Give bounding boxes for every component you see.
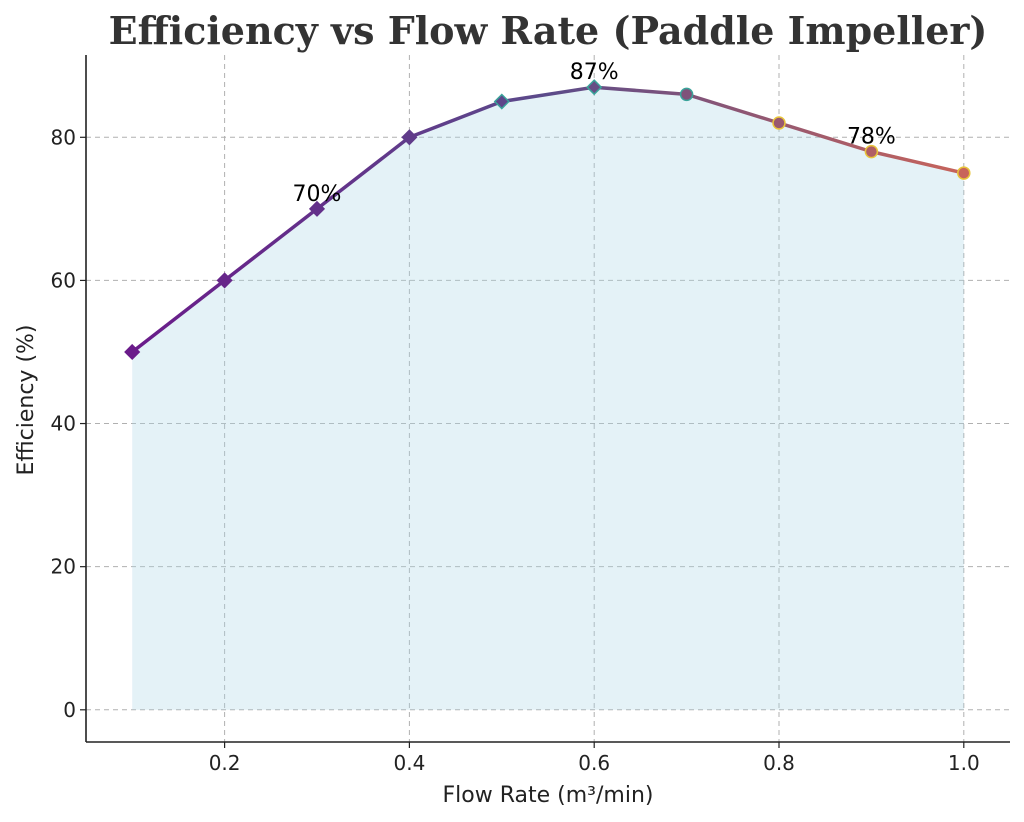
- data-point-marker: [124, 343, 141, 361]
- data-point-marker: [216, 272, 233, 289]
- data-label: 78%: [847, 125, 896, 150]
- chart-title: Efficiency vs Flow Rate (Paddle Impeller…: [109, 8, 988, 53]
- x-tick-label: 0.6: [578, 751, 610, 775]
- data-label: 70%: [293, 182, 342, 207]
- y-tick-label: 0: [63, 698, 76, 722]
- data-point-marker: [493, 93, 510, 110]
- x-tick-label: 0.4: [393, 751, 425, 775]
- area-fill-layer: [132, 87, 964, 710]
- data-point-marker: [308, 200, 326, 217]
- x-ticks: 0.2 0.4 0.6 0.8 1.0: [209, 742, 980, 775]
- data-point-marker: [679, 87, 694, 102]
- data-label: 87%: [570, 60, 619, 85]
- series-line-layer: [130, 85, 966, 354]
- data-point-marker: [772, 116, 786, 130]
- x-tick-label: 0.8: [763, 751, 795, 775]
- area-fill: [132, 87, 964, 710]
- y-tick-label: 80: [51, 125, 76, 149]
- grid: [86, 55, 1010, 742]
- annotation-layer: 70% 87% 78%: [293, 60, 896, 207]
- x-tick-label: 0.2: [209, 751, 241, 775]
- y-tick-label: 20: [51, 555, 76, 579]
- y-tick-label: 40: [51, 412, 76, 436]
- data-point-marker: [864, 144, 879, 159]
- y-axis-label: Efficiency (%): [14, 324, 39, 475]
- x-tick-label: 1.0: [948, 751, 980, 775]
- series-line: [130, 85, 966, 354]
- x-axis-label: Flow Rate (m³/min): [443, 783, 654, 808]
- y-ticks: 0 20 40 60 80: [51, 125, 86, 722]
- data-point-marker: [586, 79, 603, 96]
- data-point-marker: [401, 129, 418, 146]
- y-tick-label: 60: [51, 268, 76, 292]
- data-point-marker: [957, 166, 971, 180]
- marker-layer: [124, 79, 971, 361]
